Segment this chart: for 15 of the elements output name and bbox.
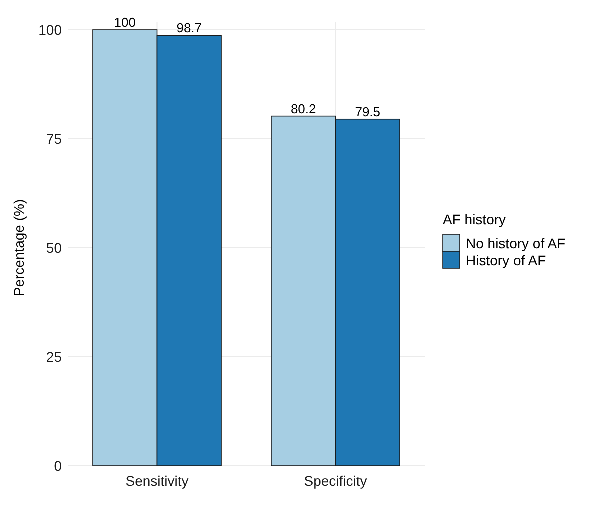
legend-title: AF history [443, 212, 506, 228]
y-axis-title: Percentage (%) [11, 199, 27, 297]
data-label: 80.2 [290, 101, 316, 116]
y-tick-label: 0 [54, 458, 62, 474]
y-tick-label: 100 [38, 22, 62, 38]
y-tick-label: 50 [46, 240, 62, 256]
y-tick-label: 75 [46, 130, 62, 147]
x-tick-label: Specificity [304, 473, 368, 489]
y-tick-label: 25 [46, 348, 62, 365]
x-tick-label: Sensitivity [126, 473, 189, 489]
legend-label: History of AF [466, 252, 546, 268]
legend-label: No history of AF [466, 235, 566, 252]
data-label: 100 [114, 15, 136, 30]
data-label: 98.7 [176, 20, 202, 36]
data-label: 79.5 [355, 104, 381, 120]
